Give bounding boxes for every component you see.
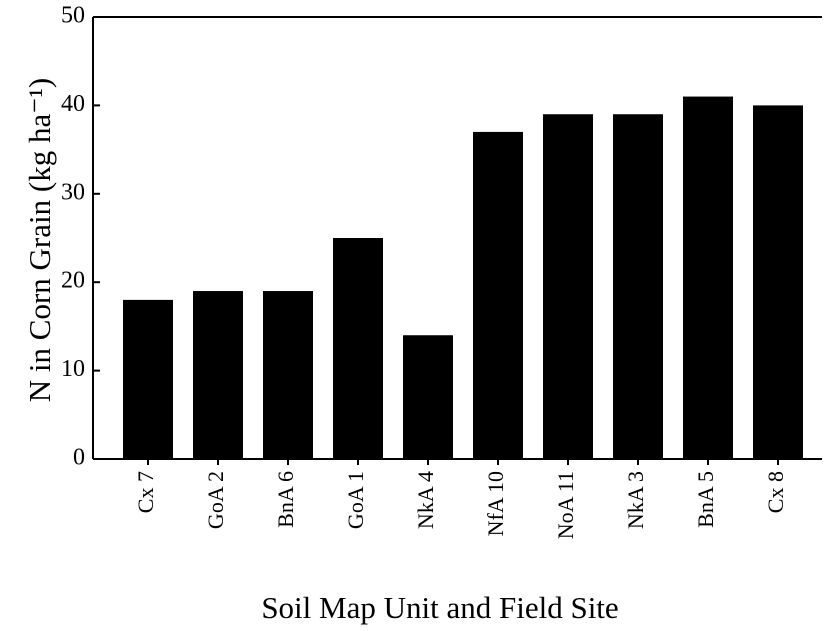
x-tick-label: NkA 3 [623,471,648,529]
bar [683,96,733,459]
y-tick-label: 0 [73,445,85,471]
x-tick-label: GoA 2 [203,471,228,529]
y-tick-label: 20 [61,268,85,294]
bar [263,291,313,459]
bar [613,114,663,460]
y-tick-label: 40 [61,91,85,117]
x-tick-label: NkA 4 [413,471,438,529]
bar [123,299,173,459]
bar [473,131,523,460]
bar [403,335,453,459]
y-tick-label: 50 [61,3,85,29]
x-tick-label: BnA 6 [273,471,298,528]
x-tick-label: NoA 11 [553,471,578,539]
bar [543,114,593,460]
x-axis-label: Soil Map Unit and Field Site [261,590,618,625]
bar [333,238,383,459]
bar [193,291,243,459]
x-tick-label: BnA 5 [693,471,718,528]
x-tick-label: Cx 7 [133,471,158,513]
y-axis-label: N in Corn Grain (kg ha⁻¹) [22,78,57,402]
y-tick-label: 30 [61,179,85,205]
x-tick-label: GoA 1 [343,471,368,529]
y-tick-label: 10 [61,356,85,382]
x-tick-label: Cx 8 [763,471,788,513]
x-tick-label: NfA 10 [483,471,508,536]
bar [753,105,803,460]
